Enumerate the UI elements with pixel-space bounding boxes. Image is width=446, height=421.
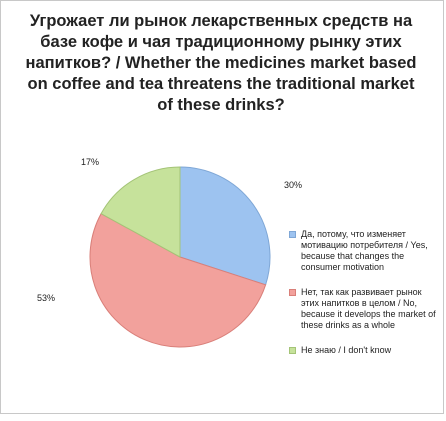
legend-label: Нет, так как развивает рынок этих напитк… — [301, 287, 436, 330]
data-label-2: 53% — [37, 293, 55, 303]
legend-item-1: Да, потому, что изменяет мотивацию потре… — [289, 229, 439, 273]
legend-swatch — [289, 347, 296, 354]
pie-slice-2 — [89, 212, 267, 348]
data-label-3: 17% — [81, 157, 99, 167]
legend-swatch — [289, 289, 296, 296]
legend-item-2: Нет, так как развивает рынок этих напитк… — [289, 287, 439, 331]
chart-frame: Угрожает ли рынок лекарственных средств … — [0, 0, 444, 414]
legend-swatch — [289, 231, 296, 238]
legend-label: Не знаю / I don't know — [301, 345, 392, 355]
legend-label: Да, потому, что изменяет мотивацию потре… — [301, 229, 428, 272]
pie-slice-1 — [179, 166, 271, 286]
legend-item-3: Не знаю / I don't know — [289, 345, 439, 356]
data-label-1: 30% — [284, 180, 302, 190]
legend: Да, потому, что изменяет мотивацию потре… — [289, 229, 439, 370]
pie-slice-3 — [100, 166, 181, 258]
chart-title: Угрожает ли рынок лекарственных средств … — [25, 12, 417, 114]
